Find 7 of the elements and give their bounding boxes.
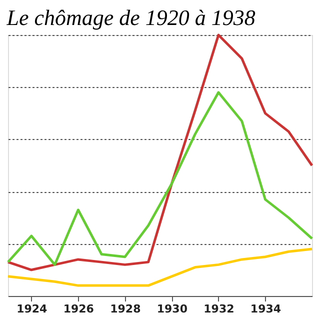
x-tick-label: 1932 [204,302,234,316]
x-tick-label: 1934 [250,302,282,316]
chart-title: Le chômage de 1920 à 1938 [6,4,256,30]
x-tick-label: 1926 [63,302,94,316]
x-tick-label: 1930 [156,302,188,316]
x-tick-label: 1924 [16,302,48,316]
x-tick-label: 1928 [110,302,141,316]
